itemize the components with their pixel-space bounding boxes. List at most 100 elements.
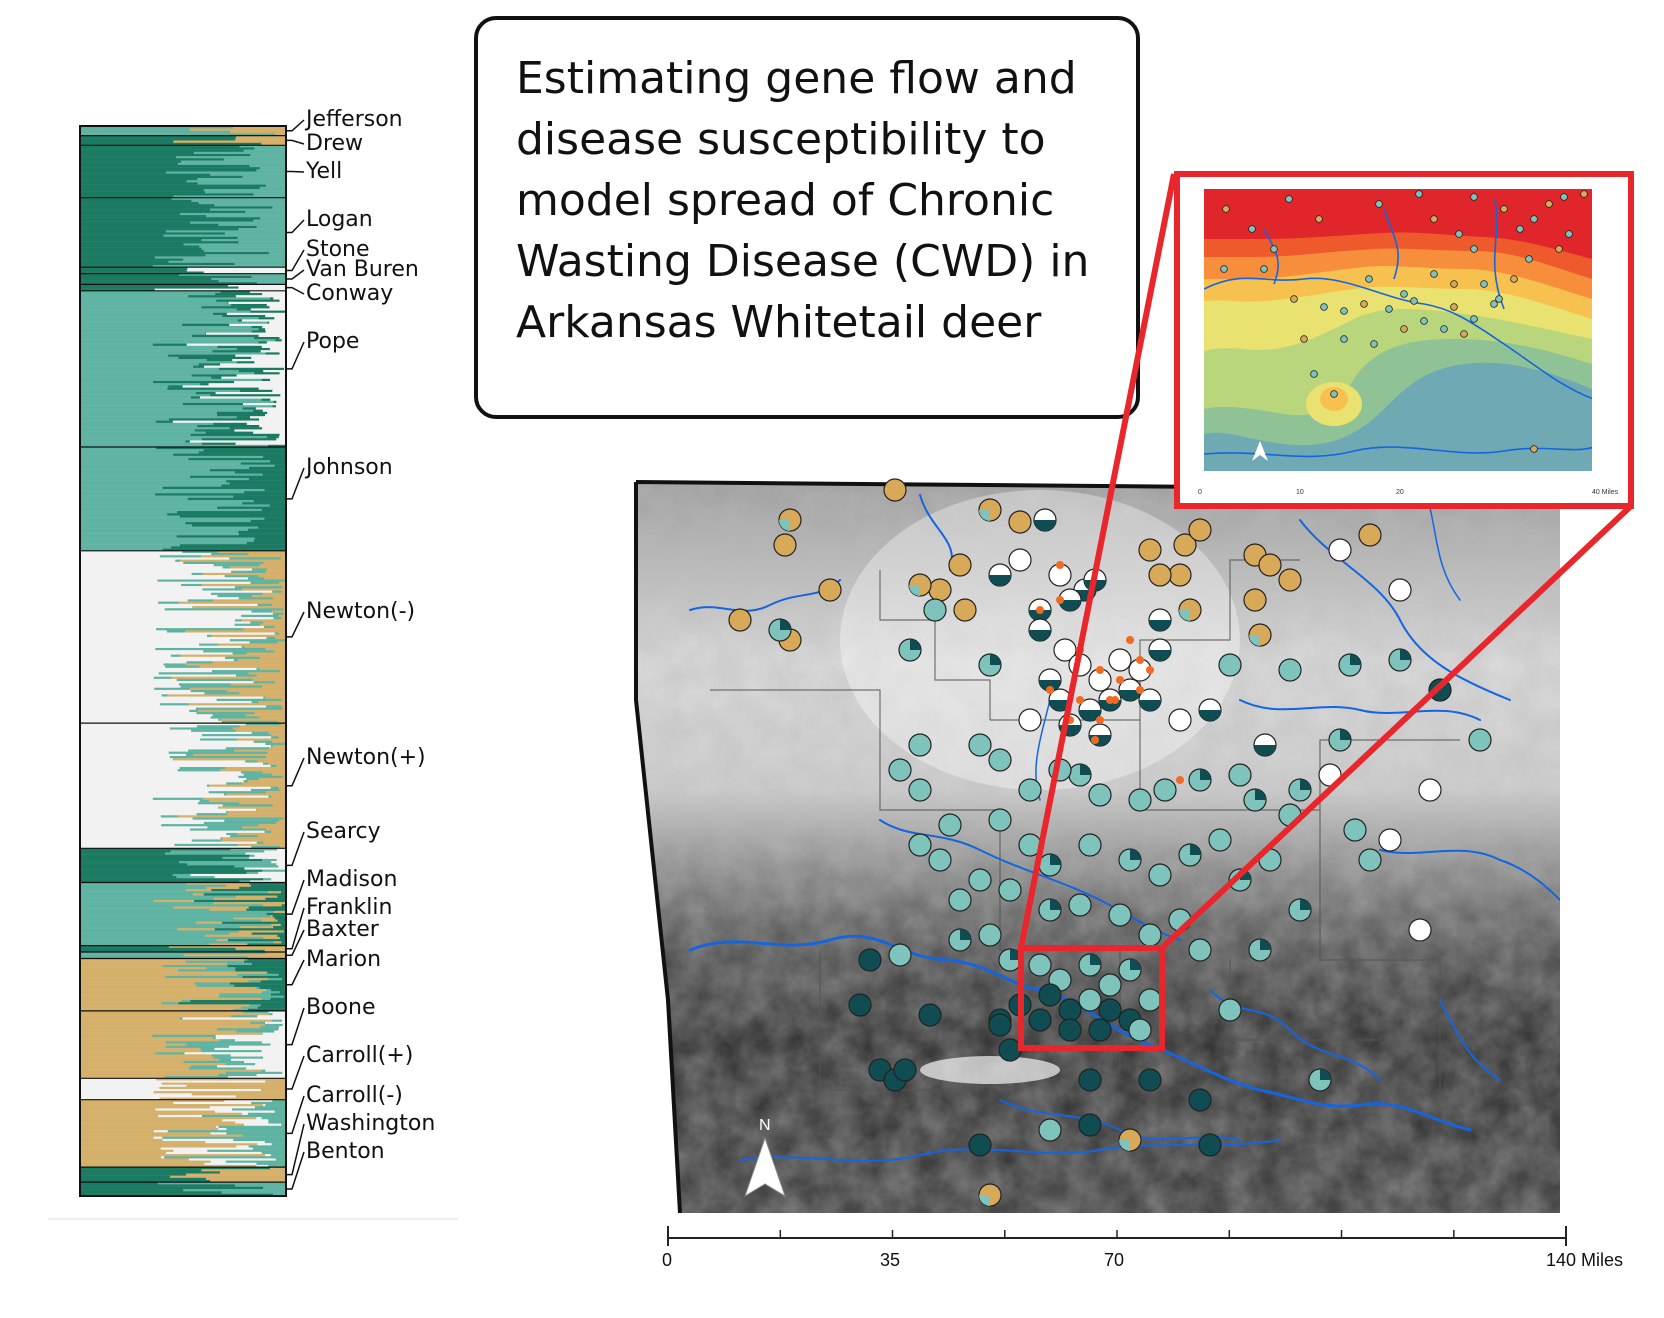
population-label: Van Buren (306, 257, 419, 282)
cwd-positive-dot (1056, 596, 1064, 604)
inset-sample-point (1470, 245, 1478, 253)
inset-sample-point (1470, 315, 1478, 323)
inset-sample-point (1580, 190, 1588, 198)
sample-pie-marker (1033, 508, 1057, 532)
inset-sample-point (1370, 340, 1378, 348)
sample-pie-marker (928, 578, 952, 602)
sample-pie-marker (1358, 523, 1382, 547)
cwd-positive-dot (1126, 636, 1134, 644)
cwd-positive-dot (1136, 686, 1144, 694)
inset-sample-point (1400, 290, 1408, 298)
sample-pie-marker (1188, 768, 1212, 792)
inset-sample-point (1555, 245, 1563, 253)
sample-pie-marker (1243, 588, 1267, 612)
sample-pie-marker (1078, 1113, 1102, 1137)
cwd-positive-dot (1136, 656, 1144, 664)
sample-pie-marker (1328, 728, 1352, 752)
sample-pie-marker (1038, 1118, 1062, 1142)
inset-sample-point (1248, 225, 1256, 233)
population-label: Baxter (306, 917, 379, 942)
sample-pie-marker (1358, 848, 1382, 872)
inset-sample-point (1360, 300, 1368, 308)
population-label: Carroll(+) (306, 1043, 414, 1068)
scale-bar (667, 1226, 1567, 1246)
sample-pie-marker (1108, 903, 1132, 927)
sample-pie-marker (1088, 1018, 1112, 1042)
sample-pie-marker (998, 878, 1022, 902)
sample-pie-marker (953, 598, 977, 622)
sample-pie-marker (1118, 678, 1142, 702)
inset-sample-point (1315, 215, 1323, 223)
scale-label-140: 140 Miles (1546, 1250, 1624, 1270)
sample-pie-marker (978, 923, 1002, 947)
sample-pie-marker (1078, 1068, 1102, 1092)
scale-label-35: 35 (880, 1250, 901, 1270)
population-label: Drew (306, 131, 364, 156)
population-label: Searcy (306, 819, 381, 844)
title-text: Estimating gene flow and disease suscept… (516, 53, 1090, 348)
sample-pie-marker (1118, 1128, 1142, 1152)
cwd-positive-dot (1111, 696, 1119, 704)
cwd-positive-dot (1146, 666, 1154, 674)
sample-pie-marker (1338, 653, 1362, 677)
sample-pie-marker (1243, 788, 1267, 812)
sample-pie-marker (1288, 778, 1312, 802)
population-label: Stone (306, 237, 370, 262)
sample-pie-marker (1138, 988, 1162, 1012)
sample-pie-marker (1248, 623, 1272, 647)
sample-pie-marker (998, 948, 1022, 972)
sample-pie-marker (1078, 953, 1102, 977)
sample-pie-marker (1388, 648, 1412, 672)
inset-sample-point (1300, 335, 1308, 343)
sample-pie-marker (918, 1003, 942, 1027)
sample-pie-marker (923, 598, 947, 622)
cwd-positive-dot (1091, 736, 1099, 744)
population-label: Carroll(-) (306, 1083, 403, 1108)
ancestry-frame (79, 125, 287, 1197)
scale-label-0: 0 (662, 1250, 673, 1270)
inset-sample-point (1400, 325, 1408, 333)
sample-pie-marker (1058, 1018, 1082, 1042)
inset-sample-point (1310, 370, 1318, 378)
sample-pie-marker (1168, 563, 1192, 587)
sample-pie-marker (778, 508, 802, 532)
inset-sample-point (1385, 305, 1393, 313)
sample-pie-marker (1028, 618, 1052, 642)
sample-pie-marker (978, 653, 1002, 677)
sample-pie-marker (1118, 848, 1142, 872)
inset-sample-point (1420, 317, 1428, 325)
inset-scale-40: 40 Miles (1592, 489, 1619, 496)
inset-sample-point (1530, 445, 1538, 453)
focus-area-highlight (1018, 945, 1165, 1051)
sample-pie-marker (1108, 648, 1132, 672)
cwd-positive-dot (1076, 696, 1084, 704)
north-label: N (759, 1117, 771, 1134)
inset-scale-20: 20 (1396, 489, 1404, 496)
sample-pie-marker (1128, 1018, 1152, 1042)
sample-pie-marker (1188, 938, 1212, 962)
sample-pie-marker (1078, 698, 1102, 722)
cwd-risk-contour-inset (1204, 189, 1592, 471)
sample-pie-marker (1378, 828, 1402, 852)
inset-sample-point (1410, 297, 1418, 305)
inset-scale-10: 10 (1296, 489, 1304, 496)
sample-pie-marker (1018, 708, 1042, 732)
sample-pie-marker (1148, 638, 1172, 662)
ancestry-structure-plot (48, 119, 458, 1220)
cwd-positive-dot (1176, 776, 1184, 784)
population-label: Benton (306, 1139, 385, 1164)
sample-pie-marker (928, 848, 952, 872)
sample-pie-marker (1278, 568, 1302, 592)
inset-sample-point (1490, 300, 1498, 308)
sample-pie-marker (1343, 818, 1367, 842)
sample-pie-marker (1178, 598, 1202, 622)
population-label: Boone (306, 995, 376, 1020)
sample-pie-marker (1028, 1008, 1052, 1032)
sample-pie-marker (1198, 698, 1222, 722)
sample-pie-marker (1098, 998, 1122, 1022)
inset-sample-point (1290, 295, 1298, 303)
inset-sample-point (1545, 200, 1553, 208)
inset-sample-point (1455, 230, 1463, 238)
sample-pie-marker (1078, 833, 1102, 857)
